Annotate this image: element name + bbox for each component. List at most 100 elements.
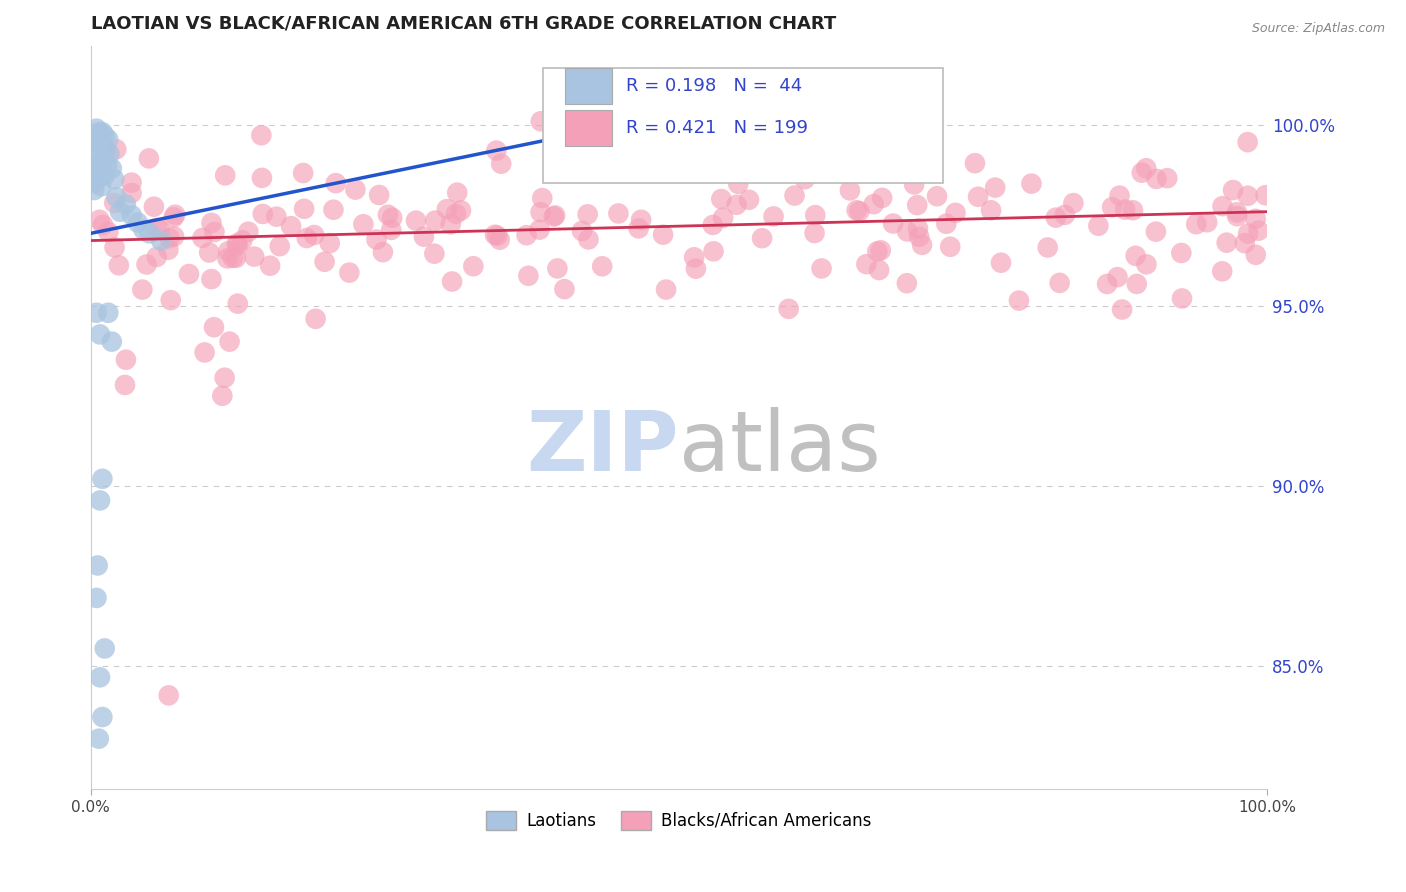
Point [905, 198, 928, 212]
Point [84, 132, 107, 146]
Point [413, 229, 436, 244]
Point [292, 202, 315, 216]
Point [1144, 172, 1167, 186]
Point [1101, 200, 1123, 214]
Point [727, 177, 749, 191]
Point [967, 190, 990, 204]
Point [93, 169, 115, 183]
Point [866, 244, 889, 259]
Point [1226, 205, 1249, 219]
Point [225, 236, 247, 251]
Point [200, 216, 222, 230]
Point [685, 261, 707, 276]
Point [446, 186, 468, 200]
Point [896, 224, 918, 238]
Point [83, 172, 105, 186]
Point [910, 153, 932, 168]
Point [1237, 227, 1260, 241]
Text: R = 0.421   N = 199: R = 0.421 N = 199 [626, 120, 808, 137]
Point [963, 156, 986, 170]
Point [198, 245, 221, 260]
Point [89, 128, 111, 143]
Point [89, 151, 111, 165]
Point [1111, 302, 1133, 317]
Point [89, 670, 111, 684]
Point [157, 243, 180, 257]
Point [1254, 188, 1277, 202]
Point [939, 240, 962, 254]
Point [1122, 203, 1144, 218]
Point [252, 207, 274, 221]
Point [551, 157, 574, 171]
Point [86, 136, 108, 150]
Point [762, 210, 785, 224]
Point [591, 260, 613, 274]
Point [322, 202, 344, 217]
Point [544, 209, 567, 223]
Point [529, 222, 551, 236]
Point [103, 240, 125, 254]
Point [702, 244, 724, 259]
Point [579, 153, 602, 167]
Point [1247, 224, 1270, 238]
Point [484, 227, 506, 242]
Point [131, 283, 153, 297]
Point [214, 169, 236, 183]
Point [1135, 161, 1157, 176]
Point [132, 223, 155, 237]
Point [238, 225, 260, 239]
Point [1062, 196, 1084, 211]
Point [751, 231, 773, 245]
Point [571, 224, 593, 238]
Point [259, 259, 281, 273]
Point [138, 152, 160, 166]
Point [89, 493, 111, 508]
Point [1170, 246, 1192, 260]
Point [344, 183, 367, 197]
FancyBboxPatch shape [544, 68, 943, 183]
Point [1125, 249, 1147, 263]
Point [607, 206, 630, 220]
Point [1095, 277, 1118, 291]
Point [90, 136, 112, 150]
Point [105, 142, 128, 156]
Point [225, 251, 247, 265]
Point [86, 147, 108, 161]
Text: LAOTIAN VS BLACK/AFRICAN AMERICAN 6TH GRADE CORRELATION CHART: LAOTIAN VS BLACK/AFRICAN AMERICAN 6TH GR… [90, 15, 835, 33]
Point [280, 219, 302, 234]
Point [114, 378, 136, 392]
Point [423, 246, 446, 260]
Point [86, 558, 108, 573]
Point [450, 203, 472, 218]
Point [485, 144, 508, 158]
Point [882, 217, 904, 231]
Point [702, 218, 724, 232]
Point [90, 179, 112, 194]
Point [194, 345, 217, 359]
Point [142, 200, 165, 214]
Point [980, 203, 1002, 218]
Point [87, 731, 110, 746]
Point [627, 221, 650, 235]
Point [91, 154, 114, 169]
Point [839, 183, 862, 197]
Point [145, 250, 167, 264]
Point [250, 128, 273, 143]
Point [710, 192, 733, 206]
Point [93, 641, 115, 656]
Point [1114, 202, 1136, 217]
Point [848, 204, 870, 219]
Point [911, 237, 934, 252]
Point [157, 689, 180, 703]
Point [676, 164, 699, 178]
Point [489, 157, 512, 171]
Point [1126, 277, 1149, 291]
Point [405, 213, 427, 227]
Point [368, 188, 391, 202]
Text: Source: ZipAtlas.com: Source: ZipAtlas.com [1251, 22, 1385, 36]
Point [127, 215, 149, 229]
Point [380, 223, 402, 237]
Point [486, 228, 509, 243]
Point [86, 121, 108, 136]
Point [204, 225, 226, 239]
